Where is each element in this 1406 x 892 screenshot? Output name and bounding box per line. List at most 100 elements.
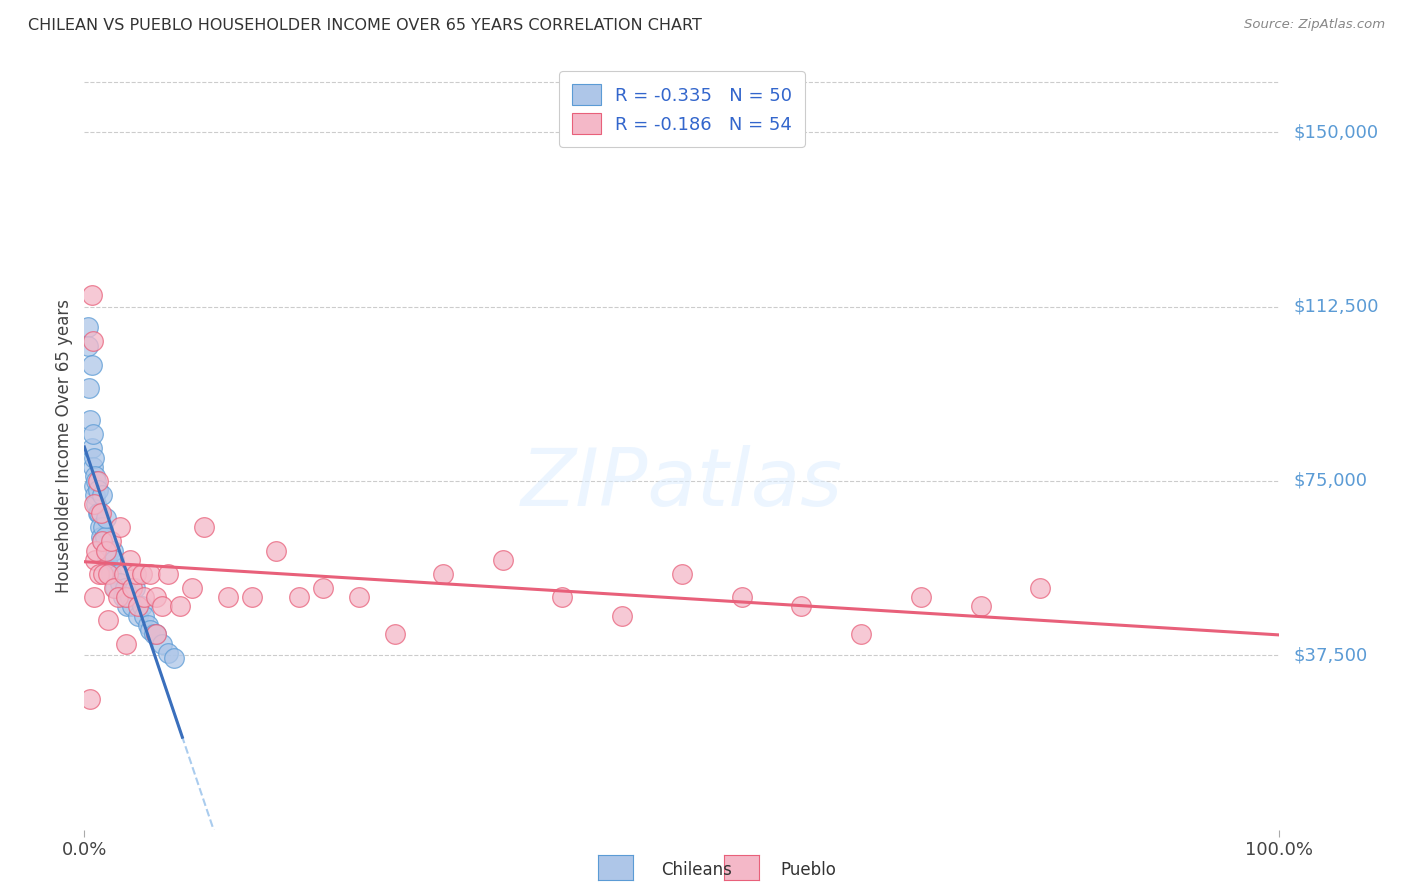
Legend: R = -0.335   N = 50, R = -0.186   N = 54: R = -0.335 N = 50, R = -0.186 N = 54: [560, 71, 804, 146]
Point: [432, 566, 454, 581]
Point: [100, 534, 122, 549]
Point: [910, 590, 932, 604]
Text: Source: ZipAtlas.com: Source: ZipAtlas.com: [1244, 18, 1385, 31]
Point: [240, 590, 263, 604]
Point: [139, 566, 162, 581]
Text: $37,500: $37,500: [1294, 646, 1368, 665]
Point: [93, 530, 115, 544]
Text: $150,000: $150,000: [1294, 123, 1378, 141]
Point: [731, 590, 754, 604]
Point: [118, 553, 141, 567]
Point: [94, 543, 117, 558]
Point: [103, 581, 125, 595]
Point: [145, 590, 167, 604]
Point: [145, 627, 167, 641]
Point: [132, 590, 156, 604]
Point: [80, 288, 103, 302]
Point: [86, 474, 108, 488]
Point: [384, 627, 406, 641]
Point: [851, 627, 873, 641]
Point: [77, 339, 100, 353]
Point: [86, 497, 108, 511]
Point: [131, 566, 153, 581]
Point: [169, 599, 191, 614]
Point: [104, 581, 127, 595]
Point: [91, 534, 114, 549]
Point: [82, 459, 104, 474]
Point: [312, 581, 335, 595]
Point: [96, 553, 118, 567]
Point: [131, 599, 153, 614]
Point: [101, 543, 124, 558]
Point: [132, 608, 156, 623]
Point: [97, 558, 120, 572]
Point: [671, 566, 693, 581]
Point: [87, 566, 110, 581]
Point: [163, 650, 186, 665]
Point: [127, 608, 149, 623]
Point: [157, 566, 180, 581]
Point: [91, 534, 114, 549]
Point: [193, 520, 215, 534]
Point: [612, 608, 634, 623]
Point: [82, 427, 104, 442]
Point: [136, 618, 159, 632]
Point: [83, 478, 105, 492]
Point: [1029, 581, 1052, 595]
Point: [110, 576, 132, 591]
Point: [107, 566, 129, 581]
Point: [150, 599, 173, 614]
Point: [89, 520, 111, 534]
Point: [103, 553, 125, 567]
Point: [83, 497, 105, 511]
Point: [492, 553, 515, 567]
Point: [115, 590, 138, 604]
Point: [349, 590, 371, 604]
Point: [86, 474, 108, 488]
Point: [91, 488, 114, 502]
Point: [84, 488, 107, 502]
Point: [82, 334, 104, 349]
Point: [98, 543, 121, 558]
Point: [94, 543, 117, 558]
Point: [87, 507, 110, 521]
Point: [142, 627, 165, 641]
Point: [86, 483, 108, 498]
Point: [93, 566, 115, 581]
Point: [84, 553, 107, 567]
Point: [107, 590, 129, 604]
Point: [157, 646, 180, 660]
Point: [77, 320, 100, 334]
Point: [86, 507, 108, 521]
Text: $75,000: $75,000: [1294, 472, 1368, 490]
Point: [127, 599, 149, 614]
Point: [77, 381, 100, 395]
Point: [115, 637, 138, 651]
Point: [150, 637, 173, 651]
Point: [139, 623, 162, 637]
Point: [118, 590, 141, 604]
Point: [79, 692, 101, 706]
Point: [90, 530, 112, 544]
Point: [110, 520, 132, 534]
Point: [80, 358, 103, 372]
Text: Pueblo: Pueblo: [780, 861, 837, 879]
Point: [790, 599, 813, 614]
Point: [181, 581, 204, 595]
Text: CHILEAN VS PUEBLO HOUSEHOLDER INCOME OVER 65 YEARS CORRELATION CHART: CHILEAN VS PUEBLO HOUSEHOLDER INCOME OVE…: [28, 18, 702, 33]
Point: [264, 543, 287, 558]
Point: [121, 581, 143, 595]
Point: [117, 599, 139, 614]
Point: [111, 590, 134, 604]
Point: [217, 590, 239, 604]
Point: [80, 442, 103, 456]
Point: [94, 511, 117, 525]
Point: [84, 469, 107, 483]
Point: [124, 581, 146, 595]
Point: [100, 566, 122, 581]
Point: [79, 413, 101, 427]
Text: $112,500: $112,500: [1294, 298, 1379, 316]
Point: [83, 450, 105, 465]
Point: [83, 590, 105, 604]
Y-axis label: Householder Income Over 65 years: Householder Income Over 65 years: [55, 299, 73, 593]
